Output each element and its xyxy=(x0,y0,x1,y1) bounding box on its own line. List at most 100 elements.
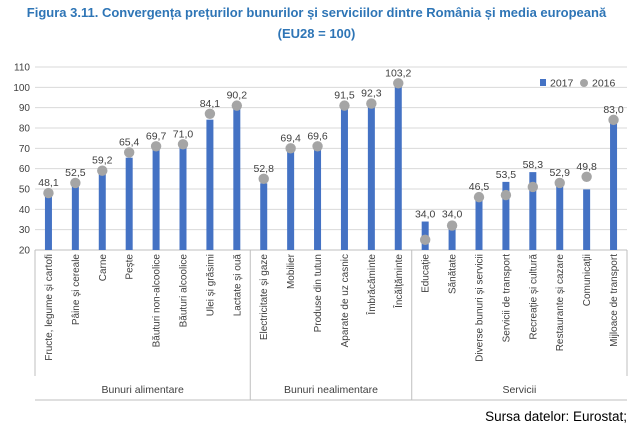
chart-title: Figura 3.11. Convergența prețurilor bunu… xyxy=(26,5,607,20)
marker-2016 xyxy=(97,165,108,176)
marker-2016 xyxy=(608,114,619,126)
marker-2016 xyxy=(231,100,243,111)
y-tick-label: 80 xyxy=(19,124,31,135)
value-label: 49,8 xyxy=(576,161,597,173)
category-label: Aparate de uz casnic xyxy=(340,254,351,347)
category-label: Educație xyxy=(421,254,432,293)
value-label: 52,8 xyxy=(254,163,275,175)
value-label: 34,0 xyxy=(415,209,436,221)
category-label: Încălțăminte xyxy=(392,254,405,309)
bar-2017 xyxy=(98,170,106,250)
marker-2016 xyxy=(285,143,296,154)
category-label: Comunicații xyxy=(582,254,593,306)
bar-2017 xyxy=(287,149,295,250)
y-tick-label: 60 xyxy=(19,164,31,175)
bar-2017 xyxy=(448,221,456,250)
value-label: 92,3 xyxy=(361,88,382,100)
value-label: 59,2 xyxy=(92,155,113,167)
value-label: 69,6 xyxy=(307,130,328,142)
marker-2016 xyxy=(554,177,565,189)
bar-2017 xyxy=(125,157,133,250)
value-label: 53,5 xyxy=(496,169,517,181)
marker-2016 xyxy=(339,100,350,111)
marker-2016 xyxy=(258,173,269,185)
legend-label-2017: 2017 xyxy=(550,78,574,90)
bar-2017 xyxy=(529,172,537,250)
bar-2017 xyxy=(340,104,348,250)
value-label: 69,7 xyxy=(146,130,167,142)
bar-2017 xyxy=(152,148,160,250)
legend-swatch-2016 xyxy=(580,79,588,87)
category-label: Produse din tutun xyxy=(313,254,324,332)
bar-2017 xyxy=(206,119,214,250)
marker-2016 xyxy=(123,147,135,158)
marker-2016 xyxy=(204,108,216,119)
bar-2017 xyxy=(44,192,52,250)
bar-2017 xyxy=(583,189,591,250)
category-label: Fructe, legume și cartofi xyxy=(44,254,55,361)
category-label: Sănătate xyxy=(448,254,459,294)
y-tick-label: 100 xyxy=(13,83,30,94)
value-label: 83,0 xyxy=(603,104,624,116)
bar-2017 xyxy=(260,183,268,250)
bar-2017 xyxy=(610,121,618,251)
category-label: Lactate și ouă xyxy=(232,254,243,317)
legend-swatch-2017 xyxy=(540,79,546,86)
marker-2016 xyxy=(312,141,323,152)
y-tick-label: 50 xyxy=(19,185,31,196)
marker-2016 xyxy=(446,220,458,231)
category-label: Îmbrăcăminte xyxy=(365,254,378,316)
bar-2017 xyxy=(394,80,402,251)
category-label: Diverse bunuri și servicii xyxy=(475,254,486,362)
y-tick-label: 90 xyxy=(19,103,31,114)
bar-2017 xyxy=(556,183,564,250)
bar-2017 xyxy=(233,107,241,250)
marker-2016 xyxy=(177,139,189,150)
source-note: Sursa datelor: Eurostat; xyxy=(485,409,627,424)
bar-2017 xyxy=(314,149,322,250)
marker-2016 xyxy=(366,98,377,109)
category-label: Restaurante și cazare xyxy=(555,254,566,352)
marker-2016 xyxy=(43,187,54,199)
y-tick-label: 30 xyxy=(19,225,31,236)
value-label: 84,1 xyxy=(200,98,221,110)
category-label: Ulei și grăsimi xyxy=(205,254,216,316)
chart-subtitle: (EU28 = 100) xyxy=(277,26,356,41)
marker-2016 xyxy=(527,181,539,193)
category-label: Pâine și cereale xyxy=(71,254,82,326)
bar-2017 xyxy=(71,183,79,250)
value-label: 91,5 xyxy=(334,90,355,102)
value-label: 46,5 xyxy=(469,181,490,193)
group-label: Servicii xyxy=(502,384,536,396)
value-label: 71,0 xyxy=(173,128,194,140)
category-label: Mijloace de transport xyxy=(609,254,620,347)
y-tick-label: 40 xyxy=(19,205,31,216)
y-tick-label: 70 xyxy=(19,144,31,155)
category-label: Băuturi alcoolice xyxy=(179,254,190,328)
marker-2016 xyxy=(393,78,404,89)
value-label: 58,3 xyxy=(523,159,544,171)
category-label: Recreație și cultură xyxy=(528,254,539,340)
marker-2016 xyxy=(473,191,485,203)
category-label: Băuturi non-alcoolice xyxy=(152,254,163,348)
value-label: 34,0 xyxy=(442,209,463,221)
value-label: 65,4 xyxy=(119,136,140,148)
y-tick-label: 110 xyxy=(14,63,30,74)
group-label: Bunuri nealimentare xyxy=(284,384,378,396)
marker-2016 xyxy=(150,141,162,152)
category-label: Pește xyxy=(125,254,136,280)
y-tick-label: 20 xyxy=(19,246,31,257)
category-label: Carne xyxy=(98,254,109,282)
marker-2016 xyxy=(581,171,592,182)
marker-2016 xyxy=(500,189,512,201)
marker-2016 xyxy=(419,234,431,246)
category-label: Mobilier xyxy=(286,253,297,289)
value-label: 90,2 xyxy=(227,90,248,102)
legend-label-2016: 2016 xyxy=(592,78,616,90)
value-label: 52,9 xyxy=(550,167,571,179)
bar-2017 xyxy=(367,102,375,251)
category-label: Servicii de transport xyxy=(501,254,512,343)
value-label: 52,5 xyxy=(65,167,86,179)
category-label: Electricitate și gaze xyxy=(259,254,270,341)
value-label: 48,1 xyxy=(38,177,59,189)
